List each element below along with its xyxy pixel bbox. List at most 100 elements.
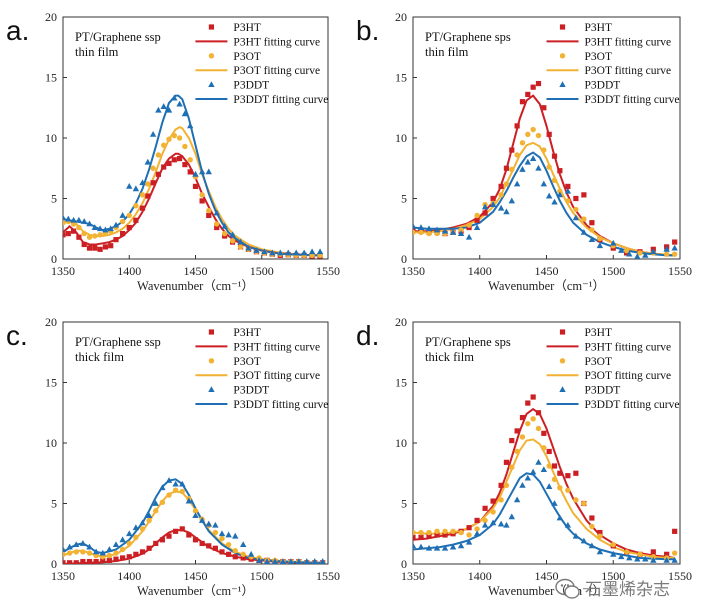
panel-label: b. — [356, 15, 379, 46]
data-point — [581, 500, 587, 507]
data-point — [557, 168, 563, 174]
data-point — [303, 558, 310, 564]
data-point — [166, 136, 172, 142]
legend-label: P3HT fitting curve — [585, 36, 672, 48]
data-point — [513, 496, 521, 503]
data-point — [139, 192, 146, 198]
data-point — [426, 529, 432, 536]
legend-item: P3OT fitting curve — [195, 370, 320, 382]
data-point — [126, 183, 133, 189]
legend-label: P3DDT fitting curve — [585, 399, 680, 411]
legend-item: P3DDT — [559, 80, 620, 92]
data-point — [67, 560, 73, 564]
data-point — [112, 541, 120, 548]
data-point — [155, 171, 161, 177]
legend-label: P3OT — [233, 356, 260, 368]
data-point — [573, 470, 579, 476]
series-points-p3ddt — [63, 94, 324, 256]
data-point — [287, 558, 295, 564]
data-point — [535, 80, 542, 87]
data-point — [119, 536, 126, 543]
data-point — [519, 99, 526, 105]
data-point — [155, 152, 162, 158]
data-point — [133, 217, 139, 223]
series-line-p3ht-fitting-curve — [63, 152, 322, 257]
data-point — [597, 235, 603, 242]
y-tick-label: 10 — [45, 131, 57, 145]
y-tick-label: 20 — [395, 10, 407, 24]
data-point — [247, 550, 255, 557]
data-point — [144, 158, 151, 165]
data-point — [132, 185, 140, 192]
data-point — [489, 201, 497, 207]
data-point — [503, 482, 510, 489]
legend-item: P3HT — [559, 22, 612, 34]
data-point — [413, 227, 416, 233]
y-tick-label: 10 — [395, 436, 407, 450]
data-point — [557, 470, 563, 476]
data-point — [205, 520, 212, 527]
data-point — [212, 529, 219, 536]
legend-label: P3DDT — [585, 385, 621, 397]
chart-panel-2: b. 1350 1400 1450 1500 1550 0 5 10 15 20 Wavenumber… — [356, 10, 692, 293]
data-point — [546, 448, 552, 455]
data-point — [237, 244, 244, 250]
legend-item: P3DDT fitting curve — [195, 399, 328, 411]
data-point — [150, 180, 156, 186]
y-tick-label: 20 — [45, 10, 57, 24]
data-point — [514, 428, 520, 434]
data-point — [671, 251, 678, 257]
data-point — [92, 245, 98, 251]
data-point — [519, 434, 526, 440]
data-point — [263, 558, 271, 564]
data-point — [626, 554, 633, 561]
data-point — [650, 554, 656, 560]
series-line-p3ot-fitting-curve — [413, 141, 675, 257]
data-point — [503, 208, 510, 215]
data-point — [413, 229, 416, 236]
data-point — [535, 164, 542, 171]
panel-label: c. — [6, 320, 28, 351]
data-point — [181, 110, 189, 117]
x-tick-label: 1350 — [51, 569, 75, 583]
data-point — [551, 500, 558, 506]
data-point — [100, 557, 106, 563]
data-point — [671, 550, 678, 556]
data-point — [417, 543, 425, 550]
data-point — [102, 244, 108, 250]
data-point — [161, 164, 167, 170]
legend: P3HT P3HT fitting curve P3OT P3OT fitting c… — [546, 327, 680, 411]
data-point — [261, 248, 268, 255]
data-point — [434, 532, 440, 538]
y-tick-label: 10 — [45, 436, 57, 450]
x-tick-label: 1450 — [184, 569, 208, 583]
x-axis-label: Wavenumber（cm⁻¹） — [137, 279, 254, 293]
x-tick-label: 1450 — [184, 264, 208, 278]
legend-label: P3OT — [585, 356, 612, 368]
data-point — [120, 230, 126, 237]
series-points-p3ot — [413, 126, 678, 257]
data-point — [126, 530, 133, 537]
data-point — [120, 555, 126, 561]
data-point — [580, 228, 588, 235]
data-point — [530, 416, 536, 422]
data-point — [206, 212, 212, 219]
data-point — [145, 512, 153, 518]
data-point — [425, 225, 433, 232]
data-point — [214, 224, 220, 231]
data-point — [146, 517, 152, 524]
data-point — [610, 541, 616, 548]
data-point — [182, 143, 188, 150]
data-point — [589, 220, 595, 226]
data-point — [126, 224, 132, 231]
data-point — [596, 242, 604, 249]
legend-item: P3OT fitting curve — [546, 370, 671, 382]
legend-item: P3HT fitting curve — [195, 341, 320, 353]
y-tick-label: 15 — [395, 71, 407, 85]
y-tick-label: 20 — [395, 315, 407, 329]
data-point — [232, 532, 239, 539]
data-point — [226, 551, 232, 557]
data-point — [177, 155, 183, 162]
data-point — [245, 244, 252, 251]
